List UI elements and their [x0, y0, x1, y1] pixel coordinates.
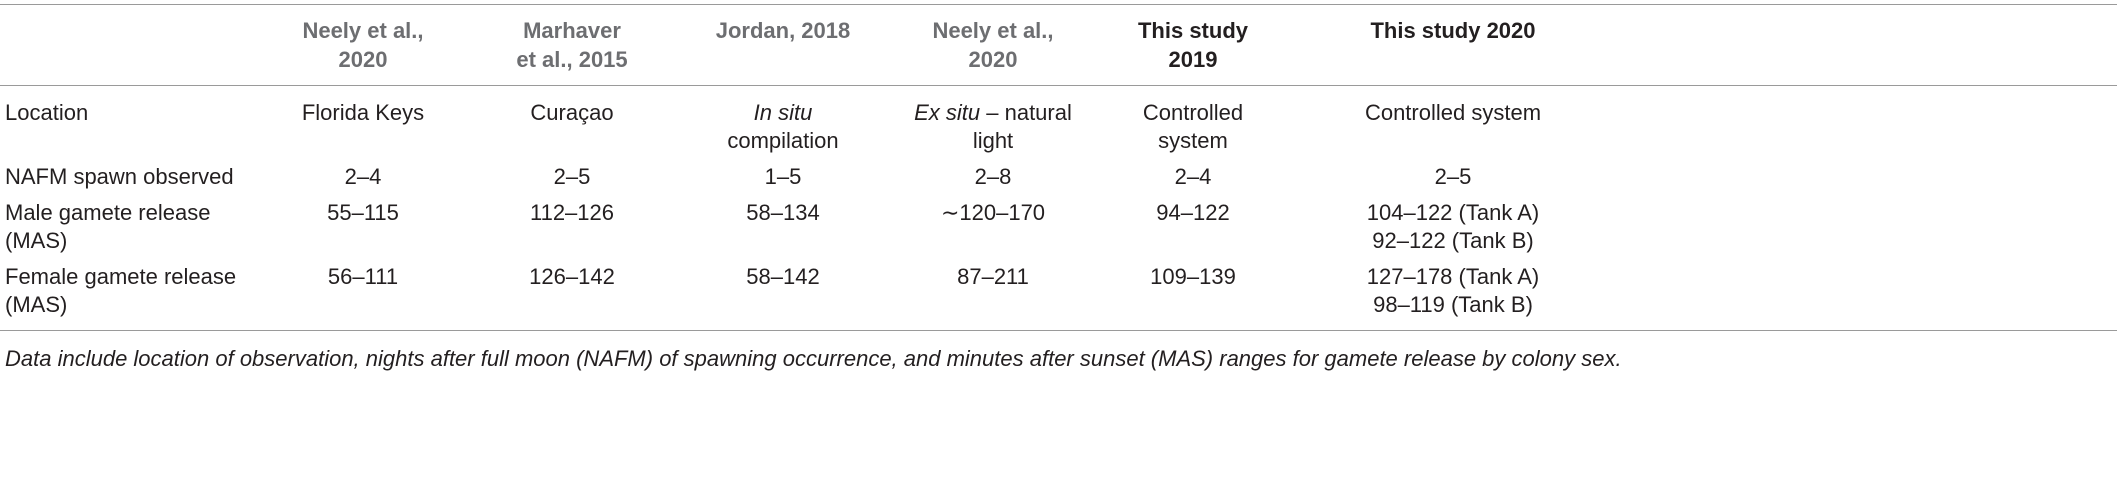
- column-header: This study: [1137, 18, 1248, 43]
- bottom-rule: [0, 330, 2117, 331]
- cell: 112–126: [529, 200, 614, 225]
- column-header: Neely et al.,: [302, 18, 424, 43]
- text: – natural: [980, 100, 1072, 125]
- cell: 2–8: [974, 164, 1012, 189]
- column-header: 2020: [968, 47, 1018, 72]
- italic-text: In situ: [753, 100, 813, 125]
- row-label: NAFM spawn observed: [5, 164, 234, 189]
- cell: 98–119 (Tank B): [1373, 292, 1533, 317]
- column-header: Neely et al.,: [932, 18, 1054, 43]
- cell: Florida Keys: [301, 100, 425, 125]
- cell: system: [1158, 128, 1228, 153]
- cell: 58–142: [746, 264, 820, 289]
- cell: 2–4: [344, 164, 382, 189]
- cell: Controlled: [1142, 100, 1244, 125]
- cell: 56–111: [327, 264, 399, 289]
- column-header: et al., 2015: [516, 47, 628, 72]
- footnote: Data include location of observation, ni…: [5, 346, 1622, 371]
- row-label: Male gamete release: [5, 200, 211, 225]
- cell: 104–122 (Tank A): [1366, 200, 1540, 225]
- header-rule: [0, 85, 2117, 86]
- italic-text: Ex situ: [914, 100, 981, 125]
- cell: 2–5: [1434, 164, 1472, 189]
- row-label: (MAS): [5, 228, 68, 253]
- row-label: (MAS): [5, 292, 68, 317]
- cell: 94–122: [1156, 200, 1230, 225]
- cell: 55–115: [327, 200, 399, 225]
- cell: ∼120–170: [940, 200, 1046, 225]
- column-header: Marhaver: [523, 18, 621, 43]
- cell: 2–5: [553, 164, 591, 189]
- cell: compilation: [727, 128, 839, 153]
- cell: light: [972, 128, 1014, 153]
- cell: Ex situ – natural: [823, 99, 1163, 127]
- column-header: 2019: [1168, 47, 1218, 72]
- cell: 58–134: [746, 200, 820, 225]
- cell: 2–4: [1174, 164, 1212, 189]
- cell: 109–139: [1150, 264, 1236, 289]
- cell: 127–178 (Tank A): [1366, 264, 1540, 289]
- column-header: This study 2020: [1370, 18, 1536, 43]
- cell: 87–211: [957, 264, 1029, 289]
- column-header: 2020: [338, 47, 388, 72]
- top-rule: [0, 4, 2117, 5]
- cell: 126–142: [529, 264, 615, 289]
- row-label: Female gamete release: [5, 264, 237, 289]
- cell: 92–122 (Tank B): [1372, 228, 1534, 253]
- cell: 1–5: [764, 164, 802, 189]
- cell: Curaçao: [530, 100, 614, 125]
- cell: Controlled system: [1364, 100, 1542, 125]
- row-label: Location: [5, 100, 89, 125]
- column-header: Jordan, 2018: [715, 18, 851, 43]
- cell: In situ: [613, 99, 953, 127]
